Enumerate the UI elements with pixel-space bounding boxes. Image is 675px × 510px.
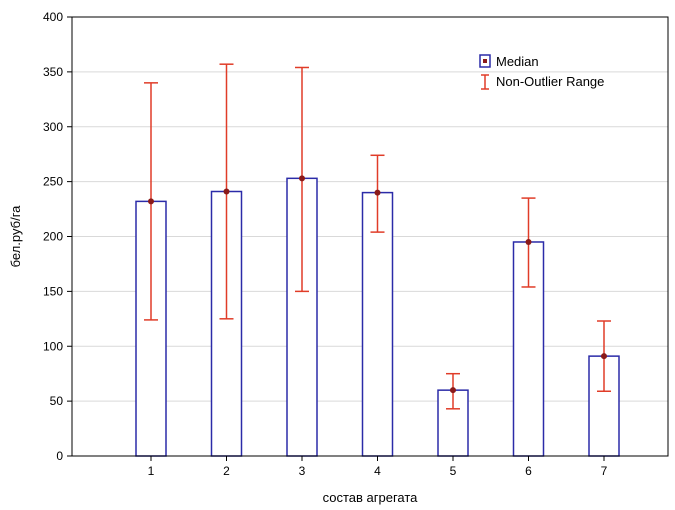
- median-bar: [588, 355, 620, 457]
- y-axis-ticks: 0 50 100 150 200 250 300 350 400: [43, 10, 72, 463]
- median-markers: [148, 175, 607, 394]
- median-marker: [374, 189, 381, 196]
- legend-median-label: Median: [496, 54, 539, 69]
- x-tick-label: 2: [223, 464, 230, 478]
- x-tick-label: 1: [148, 464, 155, 478]
- legend: Median Non-Outlier Range: [479, 54, 604, 90]
- y-tick-label: 400: [43, 10, 63, 24]
- y-tick-label: 250: [43, 175, 63, 189]
- y-axis-title: бел.руб/га: [8, 205, 23, 268]
- median-marker: [450, 387, 456, 394]
- y-tick-label: 100: [43, 339, 63, 353]
- x-tick-label: 6: [525, 464, 532, 478]
- legend-range-label: Non-Outlier Range: [496, 74, 604, 89]
- x-tick-label: 5: [450, 464, 457, 478]
- x-axis-title: состав агрегата: [323, 490, 419, 505]
- y-tick-label: 50: [50, 394, 64, 408]
- median-marker: [148, 198, 154, 205]
- x-tick-label: 3: [299, 464, 306, 478]
- y-tick-label: 200: [43, 230, 63, 244]
- y-tick-label: 350: [43, 65, 63, 79]
- y-tick-label: 150: [43, 284, 63, 298]
- median-marker: [525, 238, 532, 245]
- median-marker: [299, 175, 305, 182]
- y-tick-label: 300: [43, 120, 63, 134]
- legend-median-dot: [483, 59, 487, 63]
- median-marker: [223, 188, 230, 195]
- x-tick-label: 7: [601, 464, 608, 478]
- median-marker: [601, 353, 607, 360]
- x-tick-label: 4: [374, 464, 381, 478]
- x-axis-ticks: 1 2 3 4 5 6 7: [148, 456, 608, 478]
- y-tick-label: 0: [56, 449, 63, 463]
